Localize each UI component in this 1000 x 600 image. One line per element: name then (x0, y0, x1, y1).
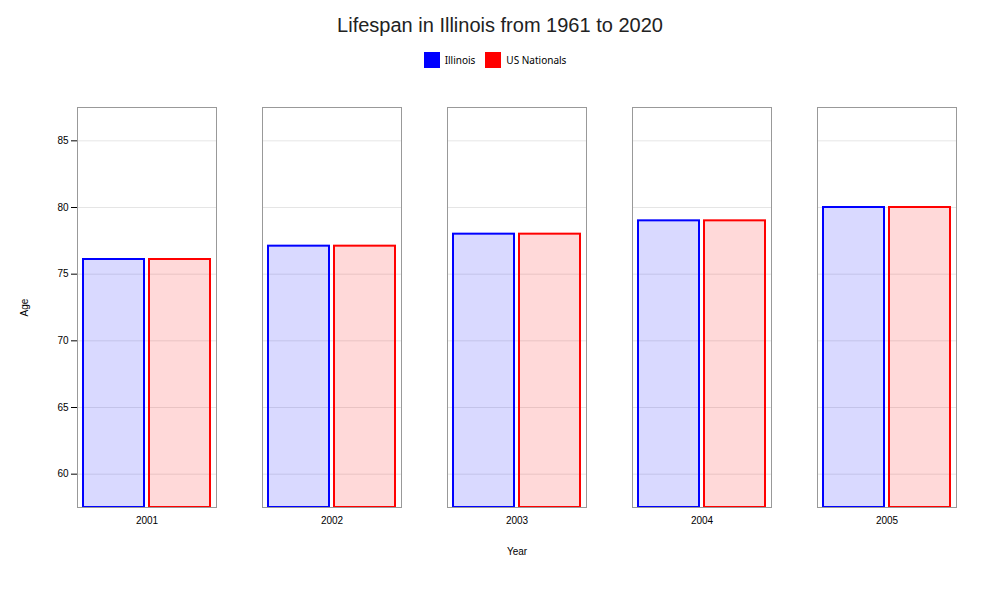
svg-text:85: 85 (57, 135, 69, 146)
svg-text:2005: 2005 (876, 515, 899, 526)
svg-text:65: 65 (57, 402, 69, 413)
svg-text:Age: Age (19, 298, 30, 316)
svg-text:Year: Year (507, 546, 528, 557)
svg-text:2002: 2002 (321, 515, 344, 526)
svg-text:60: 60 (57, 468, 69, 479)
html-text:US Nationals: US Nationals (506, 52, 567, 67)
svg-text:2001: 2001 (136, 515, 159, 526)
svg-text:75: 75 (57, 268, 69, 279)
svg-text:2004: 2004 (691, 515, 714, 526)
svg-text:2003: 2003 (506, 515, 529, 526)
html-text:Illinois: Illinois (444, 52, 476, 67)
svg-text:80: 80 (57, 202, 69, 213)
html-text:Lifespan in Illinois from 1961: Lifespan in Illinois from 1961 to 2020 (337, 14, 663, 36)
svg-text:70: 70 (57, 335, 69, 346)
